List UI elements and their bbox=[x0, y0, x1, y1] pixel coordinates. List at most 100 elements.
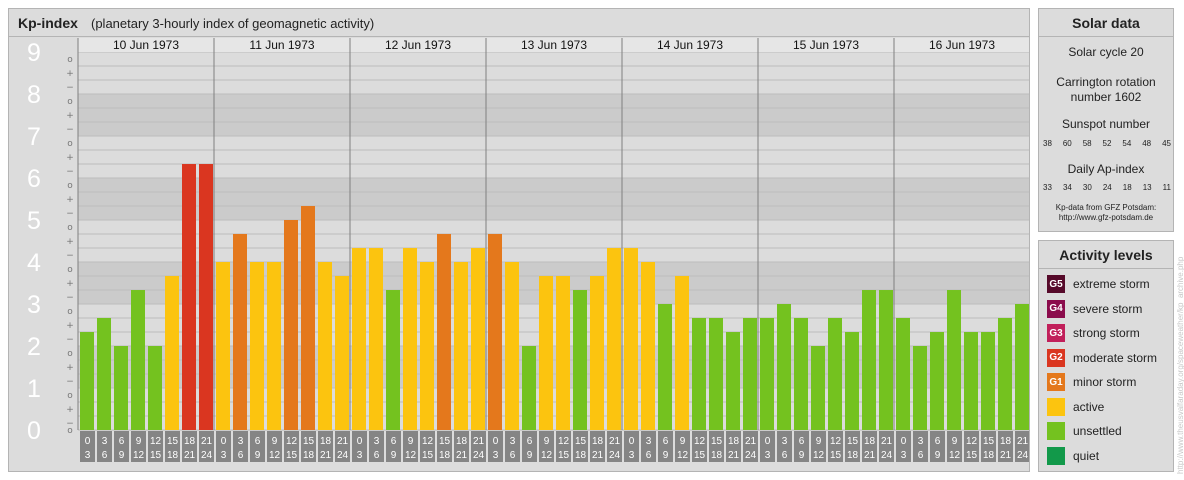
interval-cell bbox=[641, 431, 656, 462]
interval-end-label: 6 bbox=[374, 450, 380, 461]
interval-start-label: 9 bbox=[408, 436, 414, 447]
interval-cell bbox=[454, 431, 469, 462]
legend-swatch: G5 bbox=[1047, 275, 1065, 293]
minor-tick-label: − bbox=[66, 125, 74, 135]
interval-end-label: 24 bbox=[1017, 450, 1029, 461]
kp-bar bbox=[556, 275, 570, 430]
interval-cell bbox=[352, 431, 367, 462]
kp-bar bbox=[352, 248, 366, 430]
kp-bar bbox=[131, 290, 145, 430]
interval-start-label: 3 bbox=[646, 436, 652, 447]
kp-bar bbox=[896, 317, 910, 430]
kp-bar bbox=[301, 206, 315, 430]
y-tick-label: 8 bbox=[27, 81, 41, 109]
day-label: 13 Jun 1973 bbox=[521, 38, 587, 52]
kp-bar bbox=[386, 290, 400, 430]
date-header bbox=[78, 38, 1029, 52]
interval-cell bbox=[437, 431, 452, 462]
kp-bar bbox=[879, 290, 893, 430]
interval-end-label: 24 bbox=[337, 450, 349, 461]
interval-start-label: 15 bbox=[711, 436, 723, 447]
interval-cell bbox=[777, 431, 792, 462]
carrington-rotation-line2: number 1602 bbox=[1070, 90, 1142, 104]
interval-start-label: 18 bbox=[320, 436, 332, 447]
sunspot-value: 45 bbox=[1162, 139, 1171, 148]
interval-cell bbox=[301, 431, 316, 462]
interval-end-label: 21 bbox=[592, 450, 604, 461]
kp-bar bbox=[658, 304, 672, 430]
minor-tick-label: o bbox=[67, 426, 73, 436]
interval-end-label: 18 bbox=[711, 450, 723, 461]
interval-cell bbox=[250, 431, 265, 462]
legend-label: active bbox=[1073, 399, 1105, 414]
interval-end-label: 6 bbox=[102, 450, 108, 461]
interval-cell bbox=[1015, 431, 1029, 462]
interval-start-label: 6 bbox=[935, 436, 941, 447]
kp-bar bbox=[760, 317, 774, 430]
legend-item: G3 strong storm bbox=[1047, 324, 1140, 342]
kp-bar bbox=[692, 317, 706, 430]
sunspot-value: 38 bbox=[1043, 139, 1052, 148]
kp-bar bbox=[964, 332, 978, 430]
kp-bar bbox=[148, 346, 162, 430]
minor-tick-label: o bbox=[67, 97, 73, 107]
interval-cell bbox=[233, 431, 248, 462]
interval-cell bbox=[590, 431, 605, 462]
interval-start-label: 3 bbox=[238, 436, 244, 447]
interval-cell bbox=[964, 431, 979, 462]
interval-start-label: 0 bbox=[493, 436, 499, 447]
kp-band bbox=[78, 220, 1029, 262]
solar-data-panel: Solar data Solar cycle 20 Carrington rot… bbox=[1038, 8, 1174, 232]
kp-bar bbox=[522, 346, 536, 430]
kp-bar bbox=[369, 248, 383, 430]
interval-end-label: 24 bbox=[609, 450, 621, 461]
kp-bar bbox=[437, 233, 451, 430]
interval-end-label: 3 bbox=[765, 450, 771, 461]
interval-end-label: 6 bbox=[646, 450, 652, 461]
sunspot-value: 52 bbox=[1102, 139, 1112, 148]
y-tick-label: 4 bbox=[27, 249, 41, 277]
interval-start-label: 21 bbox=[881, 436, 893, 447]
kp-bar bbox=[454, 262, 468, 430]
interval-end-label: 12 bbox=[269, 450, 281, 461]
day-label: 12 Jun 1973 bbox=[385, 38, 451, 52]
credit-line-1: Kp-data from GFZ Potsdam: bbox=[1055, 203, 1157, 212]
interval-end-label: 15 bbox=[150, 450, 162, 461]
kp-bar bbox=[624, 248, 638, 430]
interval-cell bbox=[692, 431, 707, 462]
interval-start-label: 18 bbox=[456, 436, 468, 447]
kp-band bbox=[78, 136, 1029, 178]
sunspot-title: Sunspot number bbox=[1061, 117, 1151, 131]
interval-start-label: 12 bbox=[558, 436, 570, 447]
kp-bar bbox=[165, 275, 179, 430]
kp-bar bbox=[335, 275, 349, 430]
interval-end-label: 3 bbox=[629, 450, 635, 461]
minor-tick-label: + bbox=[66, 363, 74, 373]
interval-end-label: 9 bbox=[255, 450, 261, 461]
interval-cell bbox=[743, 431, 758, 462]
interval-end-label: 9 bbox=[119, 450, 125, 461]
kp-bar bbox=[318, 262, 332, 430]
interval-start-label: 15 bbox=[847, 436, 859, 447]
interval-cell bbox=[607, 431, 622, 462]
minor-tick-label: + bbox=[66, 405, 74, 415]
minor-tick-label: + bbox=[66, 237, 74, 247]
kp-bar bbox=[998, 317, 1012, 430]
interval-end-label: 12 bbox=[813, 450, 825, 461]
sunspot-values: 38 60 58 52 54 48 45 bbox=[1043, 139, 1171, 148]
interval-cell bbox=[369, 431, 384, 462]
kp-bar bbox=[199, 164, 213, 430]
legend-item: G2 moderate storm bbox=[1047, 348, 1158, 367]
kp-bar bbox=[284, 220, 298, 430]
kp-bar bbox=[250, 262, 264, 430]
credit-line-2: http://www.gfz-potsdam.de bbox=[1058, 213, 1154, 222]
interval-end-label: 12 bbox=[133, 450, 145, 461]
interval-cell bbox=[420, 431, 435, 462]
interval-cell bbox=[675, 431, 690, 462]
legend-item: active bbox=[1047, 397, 1105, 416]
legend-label: moderate storm bbox=[1073, 350, 1158, 365]
sunspot-value: 48 bbox=[1142, 139, 1152, 148]
interval-cell bbox=[114, 431, 129, 462]
interval-cell bbox=[471, 431, 486, 462]
kp-bar bbox=[726, 332, 740, 430]
